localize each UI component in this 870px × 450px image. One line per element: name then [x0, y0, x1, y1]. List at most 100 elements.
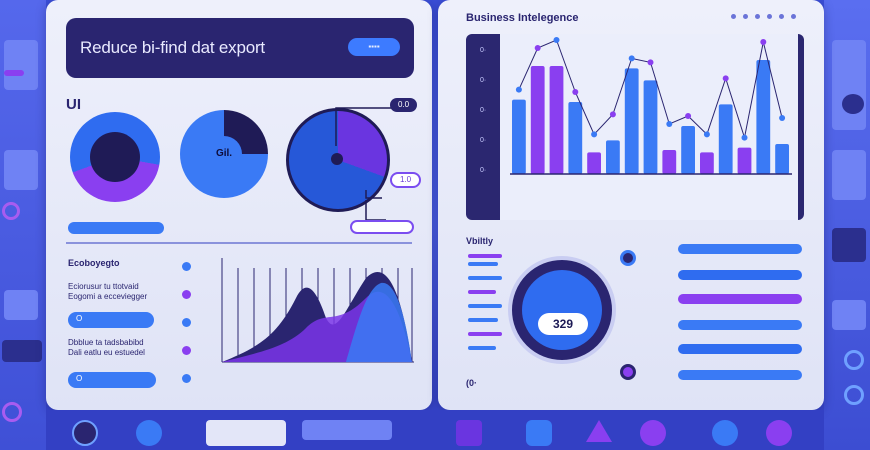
- slider-handle[interactable]: [620, 364, 636, 380]
- edge-tile: [4, 40, 38, 90]
- legend-chip: [68, 222, 164, 234]
- ui-label: UI: [66, 96, 81, 113]
- progress-bar[interactable]: [678, 370, 802, 380]
- edge-toggle-icon: [842, 94, 864, 114]
- paragraph-line: Eogomi a ecceviegger: [68, 292, 148, 301]
- business-intelligence-panel: Business Intelegence 0· 0· 0· 0· 0· Vbiltly …: [438, 0, 824, 410]
- panel-title: Business Intelegence: [466, 12, 579, 24]
- callout-badge-top: 0.0: [390, 98, 418, 112]
- donut-chart-3: [286, 108, 390, 212]
- trend-point: [722, 75, 729, 82]
- triangle-icon[interactable]: [586, 420, 612, 442]
- edge-ring-icon: [844, 385, 864, 405]
- trend-point: [572, 89, 579, 95]
- action-button-2[interactable]: O: [68, 372, 156, 388]
- donut-chart-2: Gil.: [180, 110, 268, 198]
- list-dot: [182, 262, 191, 271]
- bar: [681, 126, 695, 174]
- area-chart: [221, 258, 414, 363]
- trend-point: [685, 113, 692, 119]
- edge-tile: [832, 40, 866, 130]
- gauge-chart: [508, 256, 616, 364]
- y-tick-label: 0·: [480, 167, 486, 174]
- circle-icon[interactable]: [72, 420, 98, 446]
- header-badge-button[interactable]: ▪▪▪▪: [348, 38, 400, 56]
- section-title: Ecoboyegto: [68, 258, 120, 268]
- paragraph-2: Dbblue ta tadsbabibd Dali eatlu eu estue…: [68, 338, 145, 358]
- bar: [718, 104, 733, 174]
- page-dot[interactable]: [791, 14, 796, 19]
- trend-point: [609, 111, 616, 118]
- trend-point: [779, 115, 786, 121]
- circle-icon[interactable]: [640, 420, 666, 446]
- edge-tile: [832, 300, 866, 330]
- y-tick-label: 0·: [480, 47, 486, 54]
- page-dot[interactable]: [731, 14, 736, 19]
- left-dashboard-panel: Reduce bi-find dat export ▪▪▪▪ UI Gil. 0…: [46, 0, 432, 410]
- trend-point: [703, 131, 710, 138]
- legend-bar: [468, 318, 498, 322]
- list-dot: [182, 346, 191, 355]
- bar: [606, 140, 620, 174]
- trend-point: [741, 134, 748, 141]
- bar: [775, 144, 789, 174]
- stack-icon[interactable]: [456, 420, 482, 446]
- legend-bar: [468, 346, 496, 350]
- pagination-dots[interactable]: [731, 14, 796, 19]
- mini-chart-icon: [206, 420, 286, 446]
- edge-accent: [4, 70, 24, 76]
- progress-bar[interactable]: [678, 270, 802, 280]
- mini-bars-icon: [302, 420, 392, 440]
- page-title: Reduce bi-find dat export: [80, 38, 265, 57]
- gauge-inner: [522, 270, 602, 350]
- edge-ring-icon: [2, 402, 22, 422]
- legend-bar: [468, 290, 496, 294]
- list-dot: [182, 374, 191, 383]
- gauge-value: 329: [538, 313, 588, 335]
- page-dot[interactable]: [755, 14, 760, 19]
- action-button-1[interactable]: O: [68, 312, 154, 328]
- list-dot: [182, 290, 191, 299]
- legend-bar: [468, 254, 502, 258]
- square-icon[interactable]: [526, 420, 552, 446]
- page-dot[interactable]: [743, 14, 748, 19]
- page-dot[interactable]: [767, 14, 772, 19]
- footer-label: (0·: [466, 378, 477, 388]
- callout-badge-bottom: [350, 220, 414, 234]
- bar: [756, 60, 771, 174]
- edge-tile: [4, 290, 38, 320]
- progress-bar[interactable]: [678, 320, 802, 330]
- globe-icon[interactable]: [136, 420, 162, 446]
- right-edge-strip: [824, 0, 870, 450]
- y-tick-label: 0·: [480, 77, 486, 84]
- progress-bar[interactable]: [678, 344, 802, 354]
- slider-handle[interactable]: [620, 250, 636, 266]
- edge-ring-icon: [2, 202, 20, 220]
- bar: [587, 152, 601, 174]
- trend-point: [553, 37, 560, 43]
- paragraph-1: Eciorusur tu ttotvaid Eogomi a ecceviegg…: [68, 282, 147, 302]
- edge-tile: [832, 150, 866, 200]
- donut-pivot: [331, 153, 343, 165]
- edge-tile-dark: [2, 340, 42, 362]
- y-tick-label: 0·: [480, 137, 486, 144]
- page-dot[interactable]: [779, 14, 784, 19]
- bar: [662, 150, 677, 174]
- bottom-toolbar: [46, 410, 824, 450]
- circle-icon[interactable]: [712, 420, 738, 446]
- divider: [66, 242, 412, 244]
- bar: [700, 152, 714, 174]
- donut-chart-1: [70, 112, 160, 202]
- bar: [530, 66, 545, 174]
- trend-point: [666, 121, 673, 127]
- donut-center-label: Gil.: [206, 136, 242, 172]
- circle-icon[interactable]: [766, 420, 792, 446]
- callout-badge-mid: 1.0: [390, 172, 422, 188]
- bar: [549, 66, 564, 174]
- bar-chart: 0· 0· 0· 0· 0·: [466, 34, 804, 220]
- trend-point: [647, 59, 654, 66]
- bar: [643, 80, 658, 174]
- progress-bar[interactable]: [678, 244, 802, 254]
- progress-bar[interactable]: [678, 294, 802, 304]
- trend-point: [628, 55, 635, 62]
